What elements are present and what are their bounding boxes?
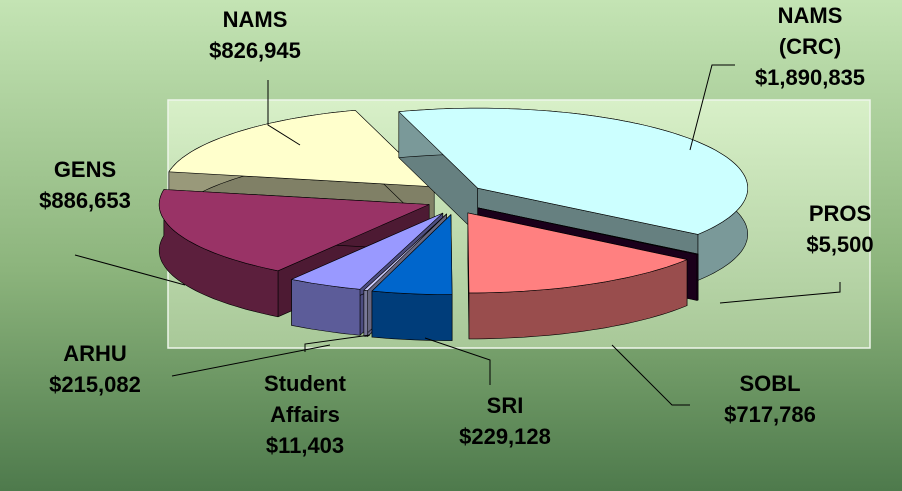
value-label: $11,403: [265, 433, 345, 458]
category-label: NAMS: [222, 7, 288, 32]
leader-line: [424, 337, 491, 385]
category-label: ARHU: [63, 341, 127, 366]
value-label: $826,945: [209, 38, 301, 63]
category-label: SRI: [486, 393, 524, 418]
slice-label: GENS $886,653: [10, 154, 160, 216]
slice-top: [363, 213, 447, 291]
leader-line: [304, 334, 371, 352]
slice-top: [168, 110, 435, 188]
leader-line: [74, 254, 186, 286]
slice-top: [291, 212, 444, 290]
slice-top: [398, 107, 748, 235]
slice-top: [371, 214, 453, 295]
leader-line: [171, 344, 331, 377]
slice-top: [158, 189, 430, 272]
leader-line: [267, 80, 301, 146]
category-label: NAMS (CRC): [777, 3, 843, 59]
value-label: $717,786: [724, 402, 816, 427]
value-label: $215,082: [49, 372, 141, 397]
category-label: SOBL: [739, 371, 801, 396]
slice-label: NAMS (CRC) $1,890,835: [745, 0, 875, 93]
category-label: PROS: [808, 201, 872, 226]
leader-line: [689, 64, 735, 151]
category-label: GENS: [53, 157, 117, 182]
slice-wall: [371, 290, 453, 341]
value-label: $1,890,835: [754, 65, 866, 90]
slice: [371, 214, 453, 341]
slice-label: Student Affairs $11,403: [240, 368, 370, 461]
leader-line: [611, 344, 690, 406]
slice-label: ARHU $215,082: [25, 338, 165, 400]
slice-label: NAMS $826,945: [180, 4, 330, 66]
slice-label: SRI $229,128: [440, 390, 570, 452]
leader-line: [719, 282, 841, 304]
slice: [467, 212, 688, 340]
slice-label: PROS $5,500: [790, 198, 890, 260]
slice-label: SOBL $717,786: [700, 368, 840, 430]
slice-wall: [696, 253, 699, 301]
value-label: $886,653: [39, 188, 131, 213]
slice-wall: [363, 289, 368, 337]
category-label: Student Affairs: [264, 371, 346, 427]
value-label: $229,128: [459, 424, 551, 449]
slice-top: [477, 207, 699, 255]
value-label: $5,500: [806, 232, 874, 257]
slice-top: [467, 212, 688, 294]
